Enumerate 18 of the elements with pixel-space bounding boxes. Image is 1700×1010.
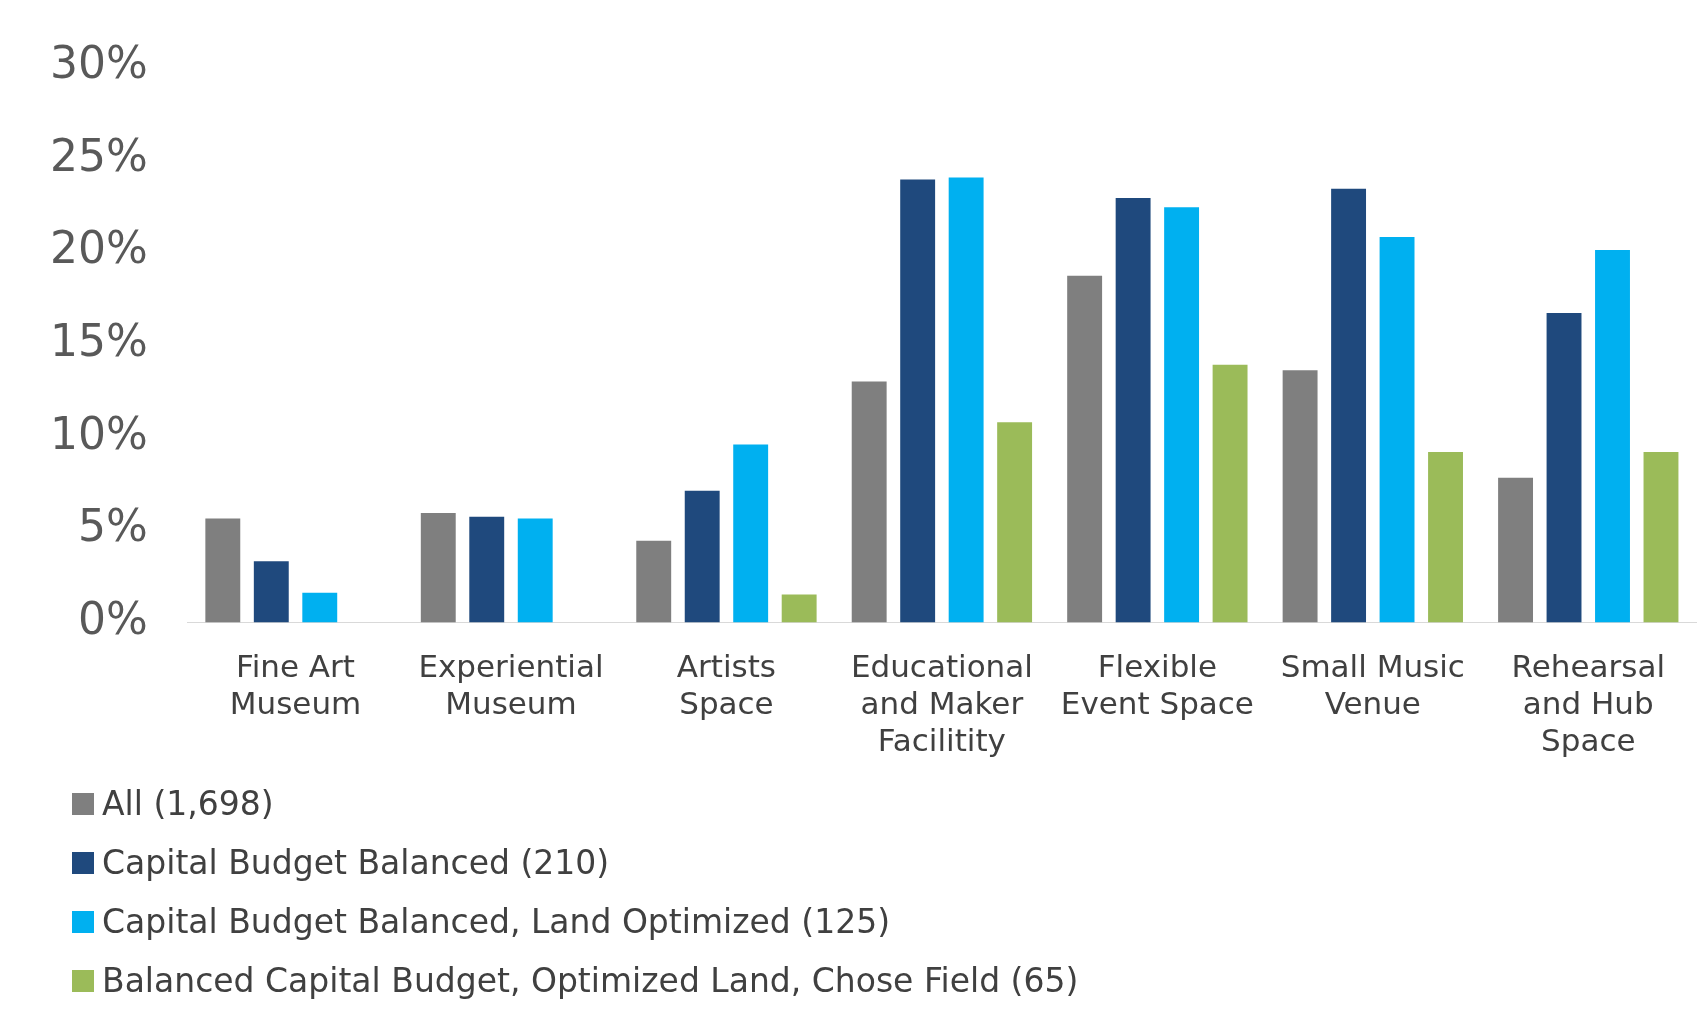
y-tick-label: 10% [50, 407, 148, 459]
x-tick-label: Small Music Venue [1280, 648, 1465, 722]
x-tick-label: Flexible Event Space [1060, 648, 1254, 722]
x-tick-label: Artists Space [676, 648, 777, 722]
x-tick-label: Rehearsal and Hub Space [1511, 648, 1665, 759]
x-tick-label: Fine Art Museum [229, 648, 362, 722]
y-tick-label: 20% [50, 222, 148, 274]
y-tick-label: 25% [50, 129, 148, 181]
y-tick-label: 5% [77, 500, 148, 552]
x-tick-label: Educational and Maker Facilitity [850, 648, 1033, 759]
y-tick-label: 0% [77, 592, 148, 644]
y-tick-label: 30% [50, 36, 148, 88]
legend-label: Balanced Capital Budget, Optimized Land, Chose Field (65) [102, 961, 1079, 1000]
y-tick-label: 15% [50, 314, 148, 366]
legend-label: Capital Budget Balanced, Land Optimized (125) [102, 902, 891, 941]
legend-label: Capital Budget Balanced (210) [102, 843, 610, 882]
x-tick-label: Experiential Museum [418, 648, 604, 722]
legend-label: All (1,698) [102, 784, 274, 823]
